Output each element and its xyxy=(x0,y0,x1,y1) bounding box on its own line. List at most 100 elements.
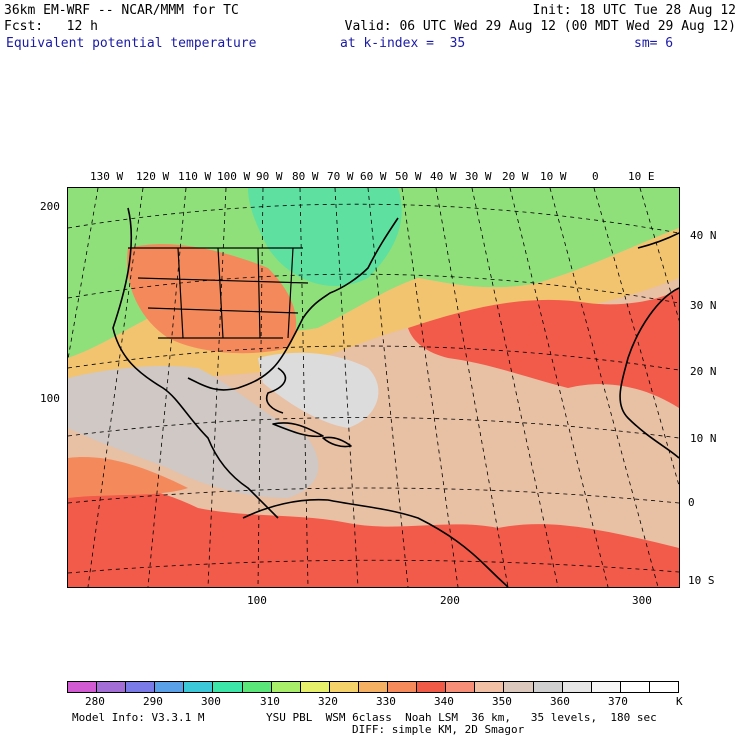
forecast-hour: Fcst: 12 h xyxy=(4,19,98,34)
valid-time: Valid: 06 UTC Wed 29 Aug 12 (00 MDT Wed … xyxy=(344,19,736,34)
lat-label: 30 N xyxy=(690,299,717,312)
lon-label: 60 W xyxy=(360,170,387,183)
lat-label: 20 N xyxy=(690,365,717,378)
colorbar-cell xyxy=(184,682,214,692)
colorbar xyxy=(67,681,679,693)
lon-label: 0 xyxy=(592,170,599,183)
south-america-coast xyxy=(242,498,509,587)
field-lightgrey-tropics xyxy=(258,352,379,428)
colorbar-cell xyxy=(562,682,592,692)
colorbar-label: 360 xyxy=(550,695,570,708)
colorbar-cell xyxy=(475,682,505,692)
colorbar-cell xyxy=(68,682,98,692)
smoothing-label: sm= 6 xyxy=(634,36,674,51)
lon-label: 120 W xyxy=(136,170,170,183)
colorbar-label: 310 xyxy=(260,695,280,708)
theta-e-field xyxy=(68,188,679,587)
init-time: Init: 18 UTC Tue 28 Aug 12 xyxy=(532,3,737,18)
graticule-line xyxy=(257,188,264,587)
field-midlat-band xyxy=(68,228,679,408)
field-warm-continent xyxy=(127,244,297,354)
lon-label: 100 W xyxy=(217,170,251,183)
lon-label: 90 W xyxy=(256,170,283,183)
grid-y-label: 200 xyxy=(40,200,60,213)
colorbar-label: 340 xyxy=(434,695,454,708)
coastlines xyxy=(112,207,679,587)
model-info: Model Info: V3.3.1 M xyxy=(72,711,205,724)
physics-info: YSU PBL WSM 6class Noah LSM 36 km, 35 le… xyxy=(266,711,657,724)
graticule-line xyxy=(68,188,99,362)
graticule-line xyxy=(549,188,659,587)
lon-label: 40 W xyxy=(430,170,457,183)
lon-label: 70 W xyxy=(327,170,354,183)
graticule-line xyxy=(334,188,359,587)
colorbar-cell xyxy=(213,682,243,692)
colorbar-label: 290 xyxy=(143,695,163,708)
colorbar-label: 330 xyxy=(376,695,396,708)
lon-label: 10 W xyxy=(540,170,567,183)
colorbar-label: 280 xyxy=(85,695,105,708)
colorbar-cell xyxy=(126,682,156,692)
model-title: 36km EM-WRF -- NCAR/MMM for TC xyxy=(4,3,239,18)
field-hot-south xyxy=(68,484,679,587)
field-warm-south xyxy=(68,457,188,498)
lon-label: 130 W xyxy=(90,170,124,183)
cuba-coast xyxy=(272,422,324,438)
graticule-line xyxy=(147,188,187,587)
graticule-line xyxy=(68,273,679,304)
colorbar-cell xyxy=(388,682,418,692)
colorbar-cell xyxy=(242,682,272,692)
grid-x-label: 100 xyxy=(247,594,267,607)
colorbar-cell xyxy=(97,682,127,692)
iberia-coast xyxy=(637,232,679,249)
lat-label: 0 xyxy=(688,496,695,509)
graticule-line xyxy=(87,188,144,587)
us-borders xyxy=(128,247,309,339)
colorbar-cell xyxy=(591,682,621,692)
north-america-coast xyxy=(112,207,399,519)
lon-label: 80 W xyxy=(292,170,319,183)
colorbar-cell xyxy=(446,682,476,692)
graticule-line xyxy=(401,188,459,587)
lon-label: 110 W xyxy=(178,170,212,183)
lon-label: 10 E xyxy=(628,170,655,183)
colorbar-cell xyxy=(329,682,359,692)
colorbar-label: 300 xyxy=(201,695,221,708)
field-hot-subtropics xyxy=(408,288,679,408)
field-grey-tropics xyxy=(68,366,319,498)
graticule-line xyxy=(207,188,227,587)
hispaniola-coast xyxy=(322,436,352,448)
grid-y-label: 100 xyxy=(40,392,60,405)
graticule xyxy=(68,188,679,587)
colorbar-cell xyxy=(271,682,301,692)
africa-coast xyxy=(619,287,679,459)
grid-x-label: 300 xyxy=(632,594,652,607)
lon-label: 20 W xyxy=(502,170,529,183)
weather-map xyxy=(67,187,680,588)
graticule-line xyxy=(68,203,679,234)
colorbar-unit: K xyxy=(676,695,683,708)
diffusion-info: DIFF: simple KM, 2D Smagor xyxy=(352,723,525,736)
colorbar-cell xyxy=(504,682,534,692)
colorbar-cell xyxy=(649,682,678,692)
graticule-line xyxy=(299,188,309,587)
lon-label: 50 W xyxy=(395,170,422,183)
colorbar-label: 350 xyxy=(492,695,512,708)
colorbar-cell xyxy=(300,682,330,692)
lat-label: 10 N xyxy=(690,432,717,445)
field-cool-zone xyxy=(248,188,402,287)
colorbar-cell xyxy=(358,682,389,692)
grid-x-label: 200 xyxy=(440,594,460,607)
lat-label: 10 S xyxy=(688,574,715,587)
colorbar-cell xyxy=(417,682,447,692)
colorbar-label: 320 xyxy=(318,695,338,708)
graticule-line xyxy=(435,188,509,587)
level-label: at k-index = 35 xyxy=(340,36,466,51)
colorbar-cell xyxy=(533,682,563,692)
colorbar-cell xyxy=(620,682,650,692)
lat-label: 40 N xyxy=(690,229,717,242)
colorbar-cell xyxy=(155,682,185,692)
lon-label: 30 W xyxy=(465,170,492,183)
colorbar-label: 370 xyxy=(608,695,628,708)
field-name: Equivalent potential temperature xyxy=(6,36,257,51)
